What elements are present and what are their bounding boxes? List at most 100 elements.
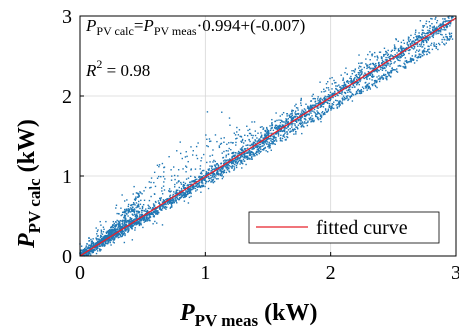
scatter-point [366,75,369,78]
scatter-point [397,59,400,62]
scatter-point [282,130,284,132]
scatter-point [289,128,291,130]
scatter-point [162,175,165,178]
scatter-point [86,247,89,250]
scatter-point [249,140,251,143]
scatter-point [259,145,261,148]
scatter-point [338,84,340,86]
scatter-point [168,201,171,203]
scatter-point [413,47,416,49]
scatter-point [286,136,289,139]
scatter-point [110,236,113,238]
scatter-point [104,236,106,239]
scatter-point [262,149,265,151]
scatter-point [231,160,233,162]
scatter-point [156,213,159,215]
scatter-point [382,60,384,63]
scatter-point [131,220,134,223]
scatter-point [103,243,105,245]
scatter-point [171,175,173,177]
scatter-point [168,202,171,204]
scatter-point [183,187,186,189]
scatter-point [238,129,241,131]
scatter-point [246,125,248,127]
scatter-point [156,207,158,209]
scatter-point [99,236,102,239]
scatter-point [416,43,419,45]
scatter-point [208,138,211,140]
scatter-point [131,204,133,206]
scatter-point [194,180,196,182]
scatter-point [382,60,385,63]
scatter-point [392,68,395,71]
scatter-point [384,67,386,70]
scatter-point [426,33,429,35]
scatter-point [267,137,270,139]
scatter-point [248,153,251,155]
r2-symbol: R [85,61,97,80]
scatter-point [316,107,318,109]
scatter-point [249,152,251,154]
scatter-point [140,224,142,226]
scatter-point [316,113,318,115]
scatter-point [285,131,287,133]
scatter-point [310,120,313,122]
scatter-point [170,202,173,205]
scatter-point [302,111,305,113]
scatter-point [89,253,92,255]
scatter-point [284,124,286,126]
scatter-point [265,140,267,143]
scatter-point [424,35,426,37]
scatter-point [400,52,403,55]
scatter-point [295,103,297,106]
scatter-point [367,83,369,86]
scatter-point [232,165,234,167]
scatter-point [360,73,363,76]
scatter-point [243,148,246,150]
scatter-point [313,120,315,123]
scatter-point [183,186,185,188]
scatter-point [131,225,133,227]
scatter-point [186,155,188,158]
scatter-point [102,239,105,241]
scatter-point [442,28,444,31]
scatter-point [325,87,328,89]
scatter-point [206,173,208,175]
scatter-point [94,244,96,247]
scatter-point [131,221,133,224]
scatter-point [441,34,443,36]
scatter-point [143,216,145,219]
scatter-point [119,222,121,224]
scatter-point [435,16,437,19]
scatter-point [240,156,242,158]
scatter-point [114,231,117,234]
scatter-point [365,86,367,89]
scatter-point [267,145,269,148]
scatter-point [204,178,206,180]
scatter-point [136,205,138,207]
scatter-point [357,71,360,74]
scatter-point [295,133,297,135]
scatter-point [363,74,366,76]
scatter-point [175,199,177,201]
scatter-point [84,251,87,253]
scatter-point [423,50,426,53]
scatter-point [225,154,227,157]
scatter-point [374,66,377,69]
scatter-point [103,244,105,247]
scatter-point [267,133,270,135]
scatter-point [214,160,216,163]
scatter-point [274,125,276,127]
scatter-point [127,231,129,233]
scatter-point [359,80,361,83]
scatter-point [123,241,126,244]
scatter-point [236,137,238,140]
scatter-point [223,163,225,165]
scatter-point [429,25,432,27]
scatter-point [99,241,101,243]
scatter-point [345,67,347,69]
scatter-point [289,124,291,126]
scatter-point [131,209,134,211]
scatter-point [113,229,115,231]
scatter-point [359,79,361,81]
